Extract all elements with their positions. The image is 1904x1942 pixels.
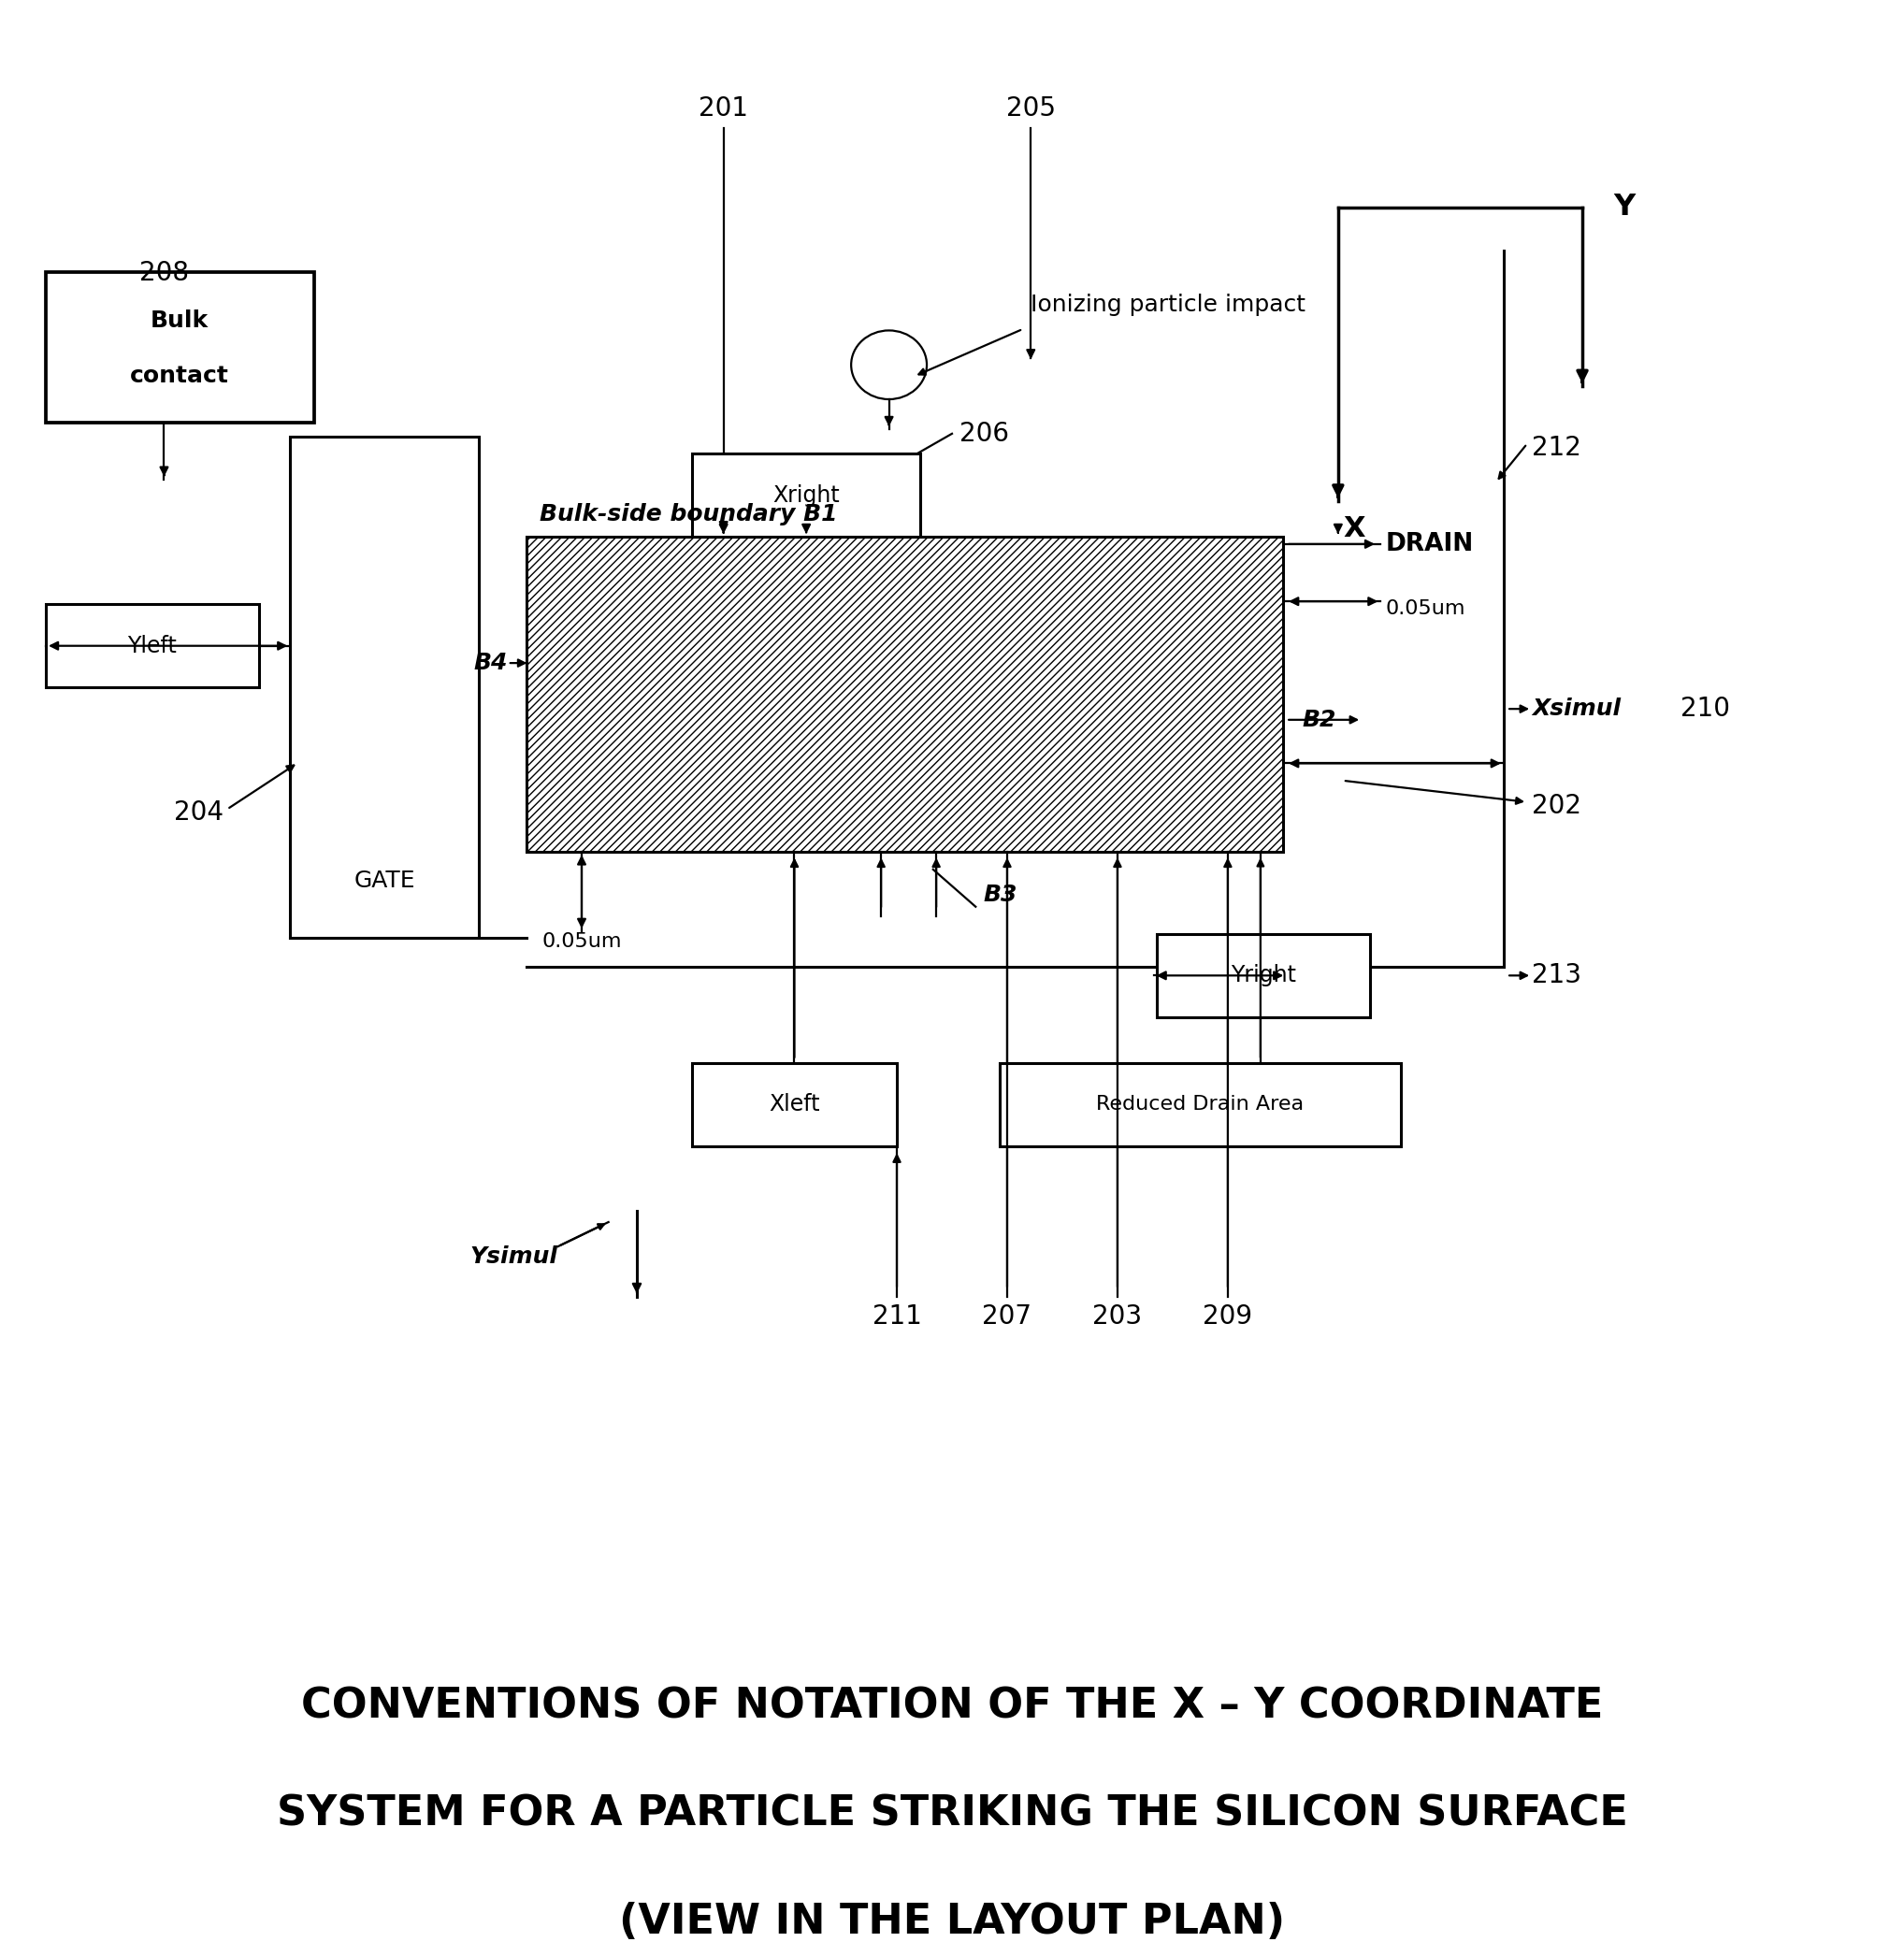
Text: B3: B3 [984, 884, 1017, 907]
Text: (VIEW IN THE LAYOUT PLAN): (VIEW IN THE LAYOUT PLAN) [619, 1901, 1285, 1942]
Text: Ysimul: Ysimul [470, 1245, 558, 1268]
Text: contact: contact [129, 365, 228, 386]
Bar [691, 1062, 897, 1146]
Text: CONVENTIONS OF NOTATION OF THE X – Y COORDINATE: CONVENTIONS OF NOTATION OF THE X – Y COO… [301, 1686, 1603, 1726]
Text: Yleft: Yleft [128, 635, 177, 656]
Text: 211: 211 [872, 1303, 922, 1330]
Bar [1000, 1062, 1401, 1146]
Text: 206: 206 [960, 421, 1009, 447]
Bar [46, 604, 259, 687]
Text: 202: 202 [1533, 792, 1582, 820]
Text: Ionizing particle impact: Ionizing particle impact [1030, 293, 1306, 317]
Text: 208: 208 [139, 260, 188, 285]
Text: B4: B4 [474, 653, 508, 674]
Text: Xsimul: Xsimul [1533, 697, 1620, 720]
Text: Reduced Drain Area: Reduced Drain Area [1097, 1095, 1304, 1115]
Text: 201: 201 [699, 95, 748, 120]
Text: 0.05um: 0.05um [543, 932, 621, 950]
Bar [46, 272, 314, 421]
Text: 212: 212 [1533, 435, 1582, 460]
Text: 213: 213 [1533, 963, 1582, 988]
Text: 204: 204 [175, 798, 225, 825]
Bar [289, 437, 480, 938]
Bar [691, 454, 920, 536]
Bar [1158, 934, 1369, 1018]
Text: DRAIN: DRAIN [1386, 532, 1474, 555]
Text: 205: 205 [1005, 95, 1055, 120]
Text: Y: Y [1615, 192, 1636, 221]
Text: 0.05um: 0.05um [1386, 600, 1466, 618]
Text: SYSTEM FOR A PARTICLE STRIKING THE SILICON SURFACE: SYSTEM FOR A PARTICLE STRIKING THE SILIC… [276, 1794, 1628, 1835]
Bar [527, 536, 1283, 853]
Text: Xleft: Xleft [769, 1093, 821, 1117]
Text: X: X [1342, 515, 1365, 542]
Text: 207: 207 [982, 1303, 1032, 1330]
Text: B2: B2 [1302, 709, 1337, 730]
Text: Xright: Xright [773, 484, 840, 507]
Text: GATE: GATE [354, 870, 415, 891]
Text: 203: 203 [1093, 1303, 1142, 1330]
Text: Bulk: Bulk [150, 311, 209, 332]
Text: 209: 209 [1203, 1303, 1253, 1330]
Text: Yright: Yright [1230, 965, 1297, 987]
Text: Bulk-side boundary B1: Bulk-side boundary B1 [539, 503, 838, 526]
Text: 210: 210 [1679, 695, 1729, 722]
